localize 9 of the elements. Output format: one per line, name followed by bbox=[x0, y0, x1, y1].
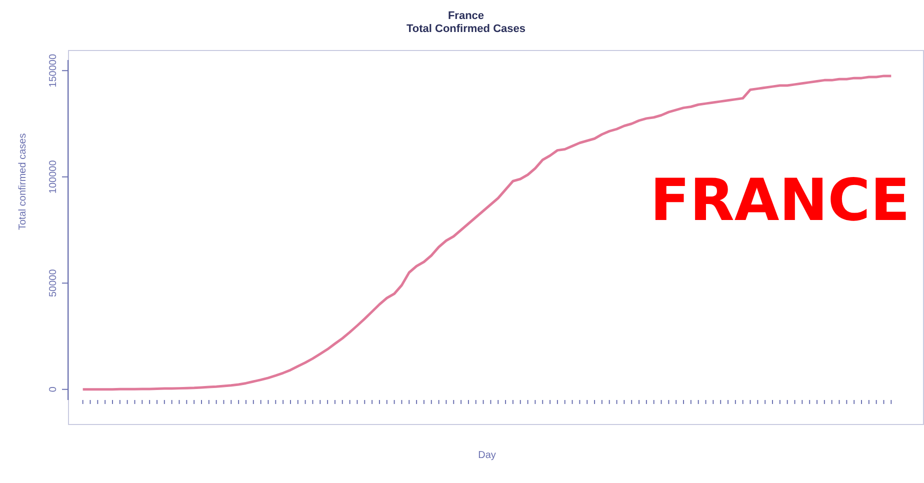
y-tick-label: 0 bbox=[48, 386, 59, 392]
y-tick-label: 150000 bbox=[48, 54, 59, 88]
y-tick-label: 100000 bbox=[48, 160, 59, 194]
chart-title: France bbox=[446, 10, 486, 23]
x-axis-title: Day bbox=[478, 450, 496, 461]
chart-subtitle: Total Confirmed Cases bbox=[406, 23, 526, 36]
annotation: FRANCE bbox=[650, 166, 910, 234]
y-tick-label: 50000 bbox=[48, 268, 59, 298]
y-axis-title: Total confirmed cases bbox=[18, 133, 29, 230]
